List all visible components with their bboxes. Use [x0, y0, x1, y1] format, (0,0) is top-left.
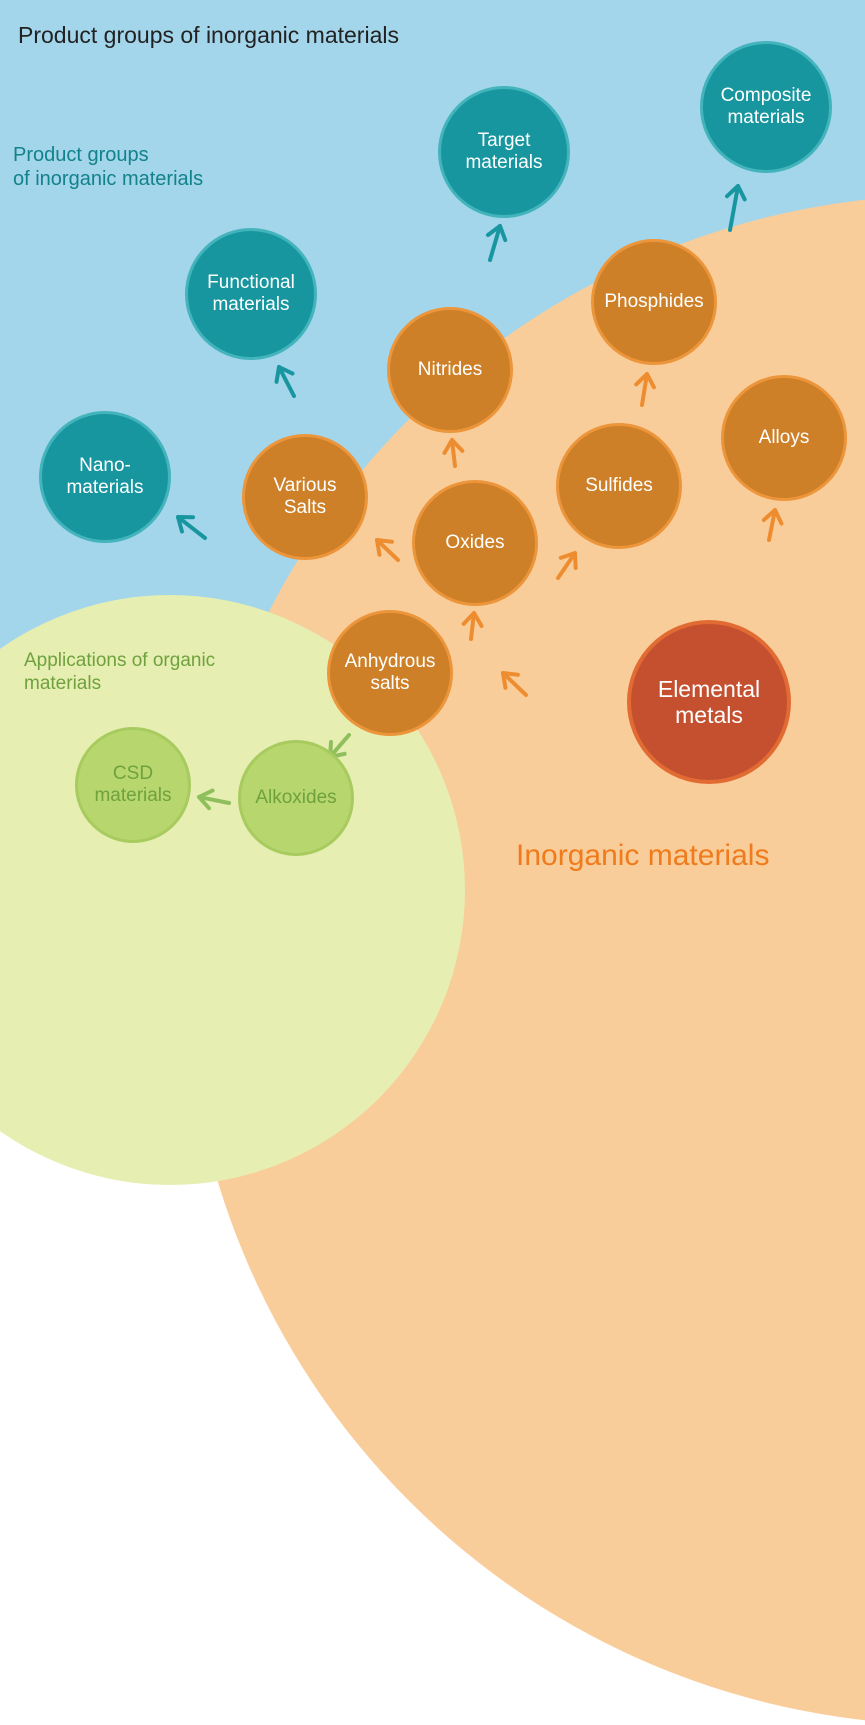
node-oxides: Oxides: [412, 480, 538, 606]
node-label-functional: Functional materials: [207, 272, 295, 316]
node-anhydrous: Anhydrous salts: [327, 610, 453, 736]
node-label-sulfides: Sulfides: [585, 475, 653, 497]
node-nano: Nano- materials: [39, 411, 171, 543]
node-elemental: Elemental metals: [627, 620, 791, 784]
node-alkoxides: Alkoxides: [238, 740, 354, 856]
node-csd: CSD materials: [75, 727, 191, 843]
node-label-csd: CSD materials: [94, 763, 171, 807]
node-nitrides: Nitrides: [387, 307, 513, 433]
node-label-various: Various Salts: [273, 475, 336, 519]
node-label-phosphides: Phosphides: [604, 291, 703, 313]
node-label-nano: Nano- materials: [66, 455, 143, 499]
node-label-composite: Composite materials: [721, 85, 812, 129]
node-label-target: Target materials: [465, 130, 542, 174]
node-label-oxides: Oxides: [445, 532, 504, 554]
node-alloys: Alloys: [721, 375, 847, 501]
node-various: Various Salts: [242, 434, 368, 560]
node-label-alkoxides: Alkoxides: [255, 787, 336, 809]
node-label-nitrides: Nitrides: [418, 359, 482, 381]
node-phosphides: Phosphides: [591, 239, 717, 365]
node-label-anhydrous: Anhydrous salts: [345, 651, 436, 695]
node-label-elemental: Elemental metals: [658, 676, 760, 729]
node-functional: Functional materials: [185, 228, 317, 360]
node-composite: Composite materials: [700, 41, 832, 173]
node-sulfides: Sulfides: [556, 423, 682, 549]
diagram-stage: Product groups of inorganic materialsPro…: [0, 0, 865, 887]
node-target: Target materials: [438, 86, 570, 218]
node-label-alloys: Alloys: [759, 427, 810, 449]
